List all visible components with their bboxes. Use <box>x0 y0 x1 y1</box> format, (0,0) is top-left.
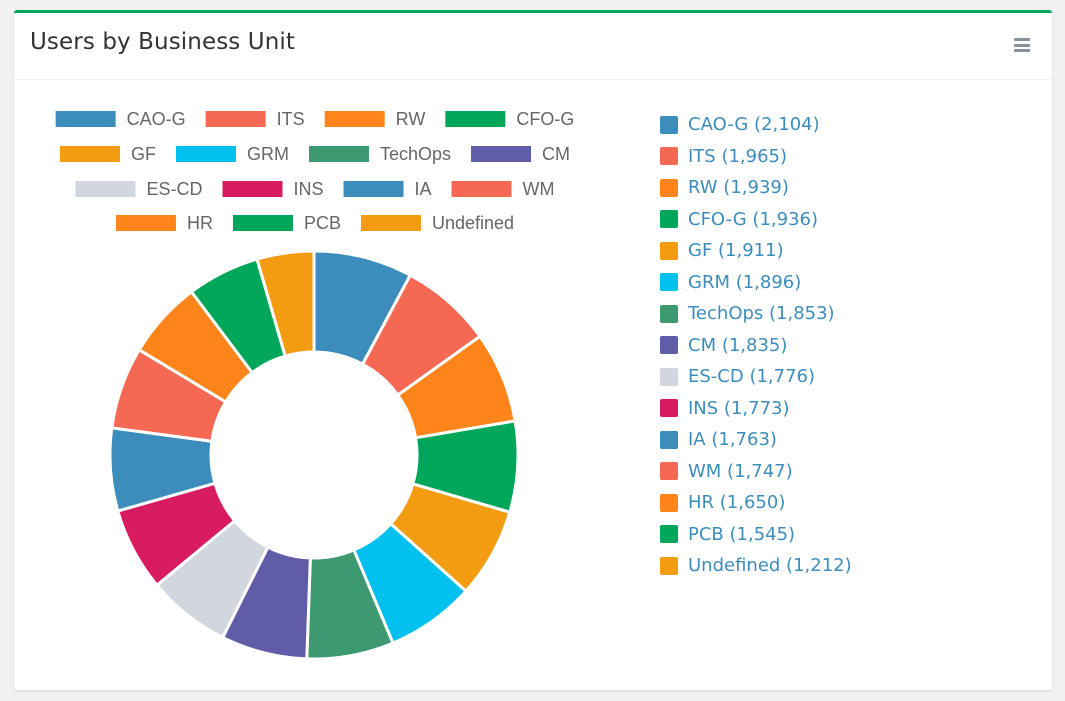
side-legend: CAO-G (2,104) ITS (1,965) RW (1,939) CFO-G … <box>660 109 852 582</box>
legend-item-cfo-g[interactable]: CFO-G <box>445 109 574 129</box>
legend-swatch <box>175 146 236 162</box>
legend-item-undefined[interactable]: Undefined <box>360 213 514 233</box>
legend-item-hr[interactable]: HR <box>115 213 213 233</box>
legend-swatch <box>55 111 116 127</box>
side-legend-item-pcb[interactable]: PCB (1,545) <box>660 519 852 551</box>
side-legend-item-gf[interactable]: GF (1,911) <box>660 235 852 267</box>
side-legend-item-wm[interactable]: WM (1,747) <box>660 456 852 488</box>
legend-label: GRM <box>247 144 289 164</box>
side-legend-label: WM (1,747) <box>688 460 793 482</box>
legend-swatch <box>222 181 283 197</box>
legend-label: RW <box>396 109 426 129</box>
side-legend-swatch <box>660 556 678 575</box>
legend-swatch <box>445 111 506 127</box>
side-legend-item-es-cd[interactable]: ES-CD (1,776) <box>660 361 852 393</box>
side-legend-swatch <box>660 430 678 449</box>
side-legend-swatch <box>660 493 678 512</box>
legend-label: ES-CD <box>146 179 202 199</box>
side-legend-label: HR (1,650) <box>688 492 786 514</box>
legend-item-gf[interactable]: GF <box>59 144 156 164</box>
legend-item-ins[interactable]: INS <box>222 179 324 199</box>
legend-swatch <box>324 111 385 127</box>
side-legend-item-cm[interactable]: CM (1,835) <box>660 330 852 362</box>
side-legend-swatch <box>660 462 678 481</box>
legend-label: TechOps <box>380 144 451 164</box>
legend-item-grm[interactable]: GRM <box>175 144 289 164</box>
side-legend-label: CM (1,835) <box>688 334 788 356</box>
side-legend-swatch <box>660 178 678 197</box>
legend-swatch <box>343 181 404 197</box>
legend-item-cm[interactable]: CM <box>471 144 570 164</box>
card-title: Users by Business Unit <box>30 29 295 55</box>
side-legend-label: TechOps (1,853) <box>688 303 835 325</box>
side-legend-swatch <box>660 336 678 355</box>
side-legend-label: RW (1,939) <box>688 177 789 199</box>
side-legend-label: CAO-G (2,104) <box>688 114 820 136</box>
side-legend-label: ES-CD (1,776) <box>688 366 816 388</box>
legend-item-its[interactable]: ITS <box>205 109 305 129</box>
side-legend-label: IA (1,763) <box>688 429 777 451</box>
legend-label: CM <box>542 144 570 164</box>
legend-label: IA <box>415 179 432 199</box>
donut-chart: CAO-G ITS RW CFO-G GF GRM TechOps CM ES-CD INS IA W… <box>55 109 574 661</box>
legend-item-pcb[interactable]: PCB <box>232 213 341 233</box>
side-legend-item-undefined[interactable]: Undefined (1,212) <box>660 550 852 582</box>
side-legend-swatch <box>660 273 678 292</box>
legend-swatch <box>205 111 266 127</box>
legend-item-ia[interactable]: IA <box>343 179 432 199</box>
legend-label: CAO-G <box>127 109 186 129</box>
side-legend-label: GRM (1,896) <box>688 271 802 293</box>
hamburger-menu-icon[interactable] <box>1014 38 1030 52</box>
side-legend-item-hr[interactable]: HR (1,650) <box>660 487 852 519</box>
side-legend-swatch <box>660 367 678 386</box>
legend-swatch <box>451 181 512 197</box>
side-legend-item-cfo-g[interactable]: CFO-G (1,936) <box>660 204 852 236</box>
legend-swatch <box>75 181 136 197</box>
side-legend-label: INS (1,773) <box>688 397 790 419</box>
side-legend-swatch <box>660 304 678 323</box>
legend-swatch <box>308 146 369 162</box>
side-legend-item-its[interactable]: ITS (1,965) <box>660 141 852 173</box>
side-legend-swatch <box>660 241 678 260</box>
legend-label: WM <box>523 179 555 199</box>
legend-item-techops[interactable]: TechOps <box>308 144 451 164</box>
legend-swatch <box>59 146 120 162</box>
legend-label: ITS <box>277 109 305 129</box>
side-legend-label: GF (1,911) <box>688 240 784 262</box>
legend-swatch <box>360 215 421 231</box>
legend-item-es-cd[interactable]: ES-CD <box>75 179 203 199</box>
side-legend-item-techops[interactable]: TechOps (1,853) <box>660 298 852 330</box>
side-legend-label: PCB (1,545) <box>688 523 796 545</box>
side-legend-item-grm[interactable]: GRM (1,896) <box>660 267 852 299</box>
legend-swatch <box>471 146 532 162</box>
legend-label: CFO-G <box>516 109 574 129</box>
side-legend-swatch <box>660 525 678 544</box>
side-legend-swatch <box>660 210 678 229</box>
side-legend-item-cao-g[interactable]: CAO-G (2,104) <box>660 109 852 141</box>
legend-swatch <box>232 215 293 231</box>
legend-label: PCB <box>304 213 341 233</box>
legend-label: GF <box>131 144 156 164</box>
legend-label: Undefined <box>432 213 514 233</box>
legend-item-rw[interactable]: RW <box>324 109 426 129</box>
card-header: Users by Business Unit <box>14 13 1052 80</box>
side-legend-item-rw[interactable]: RW (1,939) <box>660 172 852 204</box>
side-legend-label: Undefined (1,212) <box>688 555 852 577</box>
side-legend-label: CFO-G (1,936) <box>688 208 818 230</box>
slice-undefined[interactable] <box>255 249 316 358</box>
side-legend-swatch <box>660 115 678 134</box>
side-legend-swatch <box>660 147 678 166</box>
legend-swatch <box>115 215 176 231</box>
legend-label: HR <box>187 213 213 233</box>
side-legend-item-ia[interactable]: IA (1,763) <box>660 424 852 456</box>
side-legend-label: ITS (1,965) <box>688 145 788 167</box>
legend-label: INS <box>294 179 324 199</box>
legend-item-cao-g[interactable]: CAO-G <box>55 109 186 129</box>
legend-item-wm[interactable]: WM <box>451 179 555 199</box>
side-legend-swatch <box>660 399 678 418</box>
side-legend-item-ins[interactable]: INS (1,773) <box>660 393 852 425</box>
